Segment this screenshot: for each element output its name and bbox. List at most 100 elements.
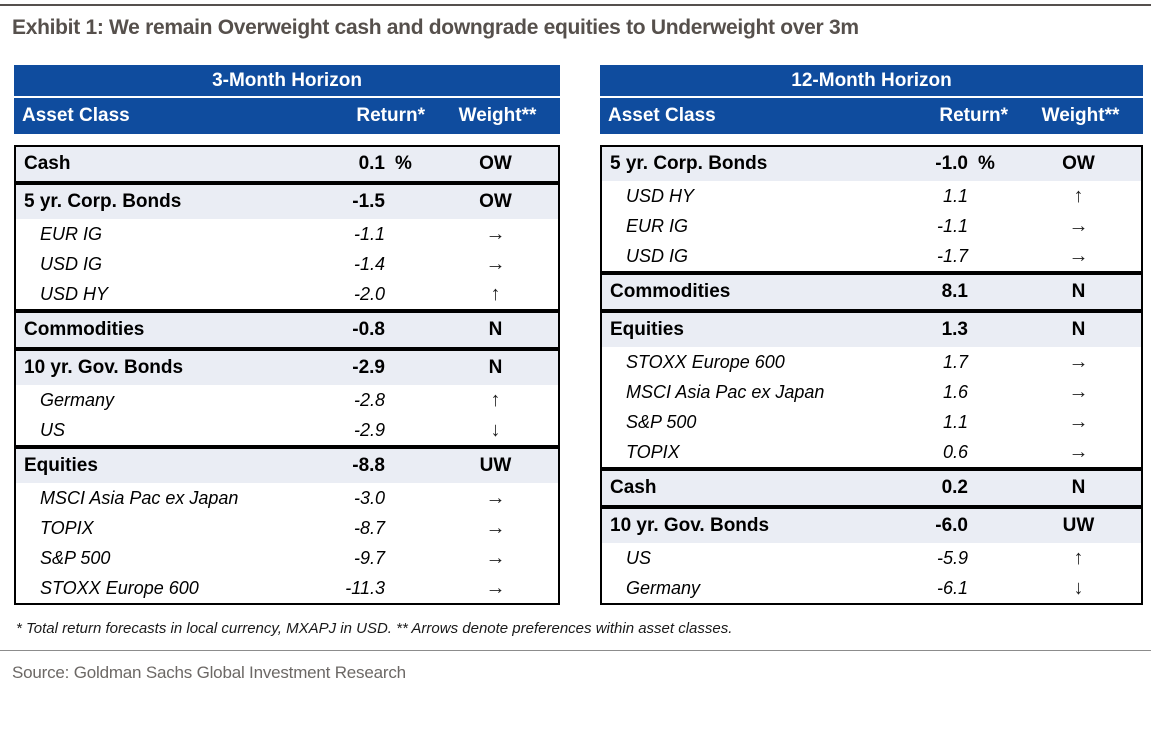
return-value-cell: -8.8 (352, 455, 385, 476)
return-value-cell: -6.1 (936, 577, 968, 598)
return-value-cell: 0.1 (358, 153, 385, 174)
instrument-name-cell: US (40, 419, 66, 440)
instrument-name-cell: Germany (626, 577, 701, 598)
return-value-cell: -1.7 (936, 245, 968, 266)
tables-container: 3-Month Horizon Asset Class Return* Weig… (14, 65, 1143, 605)
asset-class-section: Equities 1.3 N STOXX Europe 600 1.7 → MS… (600, 311, 1143, 469)
table-row: Germany -2.8 ↑ (16, 385, 558, 415)
asset-class-section: Commodities 8.1 N (600, 273, 1143, 311)
return-value-cell: -1.0 (935, 153, 968, 174)
asset-class-column-header: Asset Class (608, 105, 716, 126)
table-row: EUR IG -1.1 → (602, 211, 1141, 241)
return-value-cell: -2.9 (352, 357, 385, 378)
footnote: * Total return forecasts in local curren… (16, 620, 733, 637)
table-row: USD HY 1.1 ↑ (602, 181, 1141, 211)
table-row: MSCI Asia Pac ex Japan 1.6 → (602, 377, 1141, 407)
table-row: US -2.9 ↓ (16, 415, 558, 445)
preference-arrow-icon: → (485, 253, 506, 275)
section-rows: STOXX Europe 600 1.7 → MSCI Asia Pac ex … (602, 347, 1141, 467)
asset-class-section: 10 yr. Gov. Bonds -2.9 N Germany -2.8 ↑ … (14, 349, 560, 447)
weight-badge: N (1071, 319, 1086, 340)
asset-name-cell: Commodities (24, 319, 145, 340)
weight-badge: OW (479, 191, 512, 212)
preference-arrow-icon: → (1068, 215, 1089, 237)
column-header-bar: Asset Class Return* Weight** (14, 98, 560, 134)
return-value-cell: 8.1 (941, 281, 968, 302)
table-row: USD HY -2.0 ↑ (16, 279, 558, 309)
return-value-cell: -8.7 (353, 517, 385, 538)
asset-class-section: 10 yr. Gov. Bonds -6.0 UW US -5.9 ↑ Germ… (600, 507, 1143, 605)
return-value-cell: -2.0 (353, 283, 385, 304)
preference-arrow-icon: → (1068, 245, 1089, 267)
table-3-month-horizon: 3-Month Horizon Asset Class Return* Weig… (14, 65, 560, 605)
preference-arrow-icon: → (485, 223, 506, 245)
asset-name-cell: Equities (610, 319, 684, 340)
weight-badge: UW (479, 455, 512, 476)
table-row: USD IG -1.4 → (16, 249, 558, 279)
weight-badge: N (488, 357, 503, 378)
section-rows: US -5.9 ↑ Germany -6.1 ↓ (602, 543, 1141, 603)
preference-arrow-icon: → (1068, 411, 1089, 433)
table-row: TOPIX 0.6 → (602, 437, 1141, 467)
return-value-cell: -2.9 (353, 419, 385, 440)
section-rows: USD HY 1.1 ↑ EUR IG -1.1 → USD IG -1.7 → (602, 181, 1141, 271)
asset-name-cell: 5 yr. Corp. Bonds (24, 191, 182, 212)
instrument-name-cell: S&P 500 (626, 411, 697, 432)
instrument-name-cell: USD HY (40, 283, 109, 304)
section-header-row: Equities -8.8 UW (16, 449, 558, 483)
return-value-cell: 0.2 (941, 477, 968, 498)
instrument-name-cell: MSCI Asia Pac ex Japan (40, 487, 239, 508)
section-header-row: 10 yr. Gov. Bonds -2.9 N (16, 351, 558, 385)
asset-class-column-header: Asset Class (22, 105, 130, 126)
instrument-name-cell: USD IG (626, 245, 689, 266)
section-header-row: Cash 0.1 % OW (16, 147, 558, 181)
instrument-name-cell: EUR IG (40, 223, 103, 244)
return-value-cell: 1.3 (941, 319, 968, 340)
bottom-divider (0, 650, 1151, 651)
weight-badge: N (488, 319, 503, 340)
return-value-cell: -2.8 (353, 389, 385, 410)
preference-arrow-icon: ↑ (1073, 547, 1084, 569)
return-value-cell: -1.1 (936, 215, 968, 236)
weight-badge: OW (1062, 153, 1095, 174)
table-12-month-horizon: 12-Month Horizon Asset Class Return* Wei… (600, 65, 1143, 605)
instrument-name-cell: TOPIX (40, 517, 94, 538)
table-row: S&P 500 1.1 → (602, 407, 1141, 437)
preference-arrow-icon: ↑ (490, 389, 501, 411)
return-value-cell: -11.3 (345, 577, 385, 598)
column-header-bar: Asset Class Return* Weight** (600, 98, 1143, 134)
section-rows: Germany -2.8 ↑ US -2.9 ↓ (16, 385, 558, 445)
instrument-name-cell: STOXX Europe 600 (626, 351, 785, 372)
table-title-bar: 3-Month Horizon (14, 65, 560, 96)
table-row: STOXX Europe 600 -11.3 → (16, 573, 558, 603)
asset-name-cell: Equities (24, 455, 98, 476)
preference-arrow-icon: → (485, 517, 506, 539)
preference-arrow-icon: ↓ (490, 419, 501, 441)
return-value-cell: -1.1 (353, 223, 385, 244)
weight-badge: N (1071, 281, 1086, 302)
page-title: Exhibit 1: We remain Overweight cash and… (12, 16, 859, 39)
return-value-cell: 0.6 (942, 441, 968, 462)
preference-arrow-icon: → (485, 547, 506, 569)
section-header-row: Cash 0.2 N (602, 471, 1141, 505)
weight-column-header: Weight** (458, 105, 537, 126)
return-value-cell: 1.1 (942, 185, 968, 206)
instrument-name-cell: Germany (40, 389, 115, 410)
asset-class-section: Cash 0.2 N (600, 469, 1143, 507)
asset-name-cell: Cash (610, 477, 657, 498)
percent-unit-cell: % (395, 153, 412, 174)
table-row: Germany -6.1 ↓ (602, 573, 1141, 603)
weight-badge: OW (479, 153, 512, 174)
return-value-cell: 1.6 (942, 381, 968, 402)
preference-arrow-icon: → (1068, 351, 1089, 373)
section-header-row: 5 yr. Corp. Bonds -1.5 OW (16, 185, 558, 219)
preference-arrow-icon: ↑ (1073, 185, 1084, 207)
asset-name-cell: Cash (24, 153, 71, 174)
section-rows: MSCI Asia Pac ex Japan -3.0 → TOPIX -8.7… (16, 483, 558, 603)
section-rows: EUR IG -1.1 → USD IG -1.4 → USD HY -2.0 … (16, 219, 558, 309)
return-column-header: Return* (356, 105, 425, 126)
preference-arrow-icon: → (485, 577, 506, 599)
return-value-cell: 1.1 (942, 411, 968, 432)
instrument-name-cell: USD HY (626, 185, 695, 206)
table-row: US -5.9 ↑ (602, 543, 1141, 573)
